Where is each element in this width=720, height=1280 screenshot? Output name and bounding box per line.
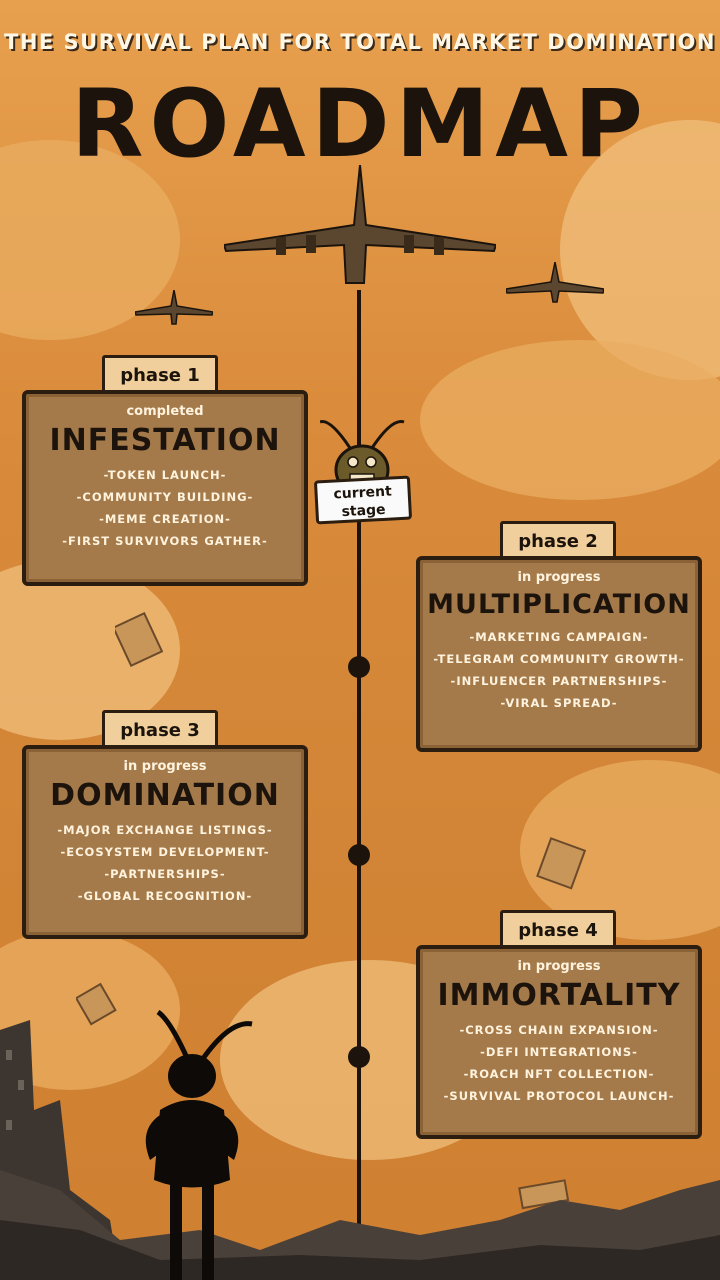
- phase-2-item: -VIRAL SPREAD-: [500, 696, 618, 710]
- paper-icon: [115, 612, 163, 668]
- phase-4-card: in progress IMMORTALITY -CROSS CHAIN EXP…: [416, 945, 702, 1139]
- phase-1-name: INFESTATION: [49, 423, 281, 458]
- phase-4-items: -CROSS CHAIN EXPANSION- -DEFI INTEGRATIO…: [420, 1019, 698, 1107]
- phase-1-card: completed INFESTATION -TOKEN LAUNCH- -CO…: [22, 390, 308, 586]
- phase-2-card: in progress MULTIPLICATION -MARKETING CA…: [416, 556, 702, 752]
- timeline-dot: [348, 844, 370, 866]
- phase-4-status: in progress: [517, 959, 601, 974]
- cargo-plane-icon: [224, 165, 496, 284]
- phase-4-tag: phase 4: [500, 910, 616, 950]
- phase-1-item: -TOKEN LAUNCH-: [103, 468, 227, 482]
- phase-4-item: -CROSS CHAIN EXPANSION-: [459, 1023, 659, 1037]
- paper-icon: [518, 1179, 570, 1210]
- small-plane-icon: [135, 290, 213, 325]
- timeline-line: [357, 290, 361, 1280]
- phase-2-item: -TELEGRAM COMMUNITY GROWTH-: [433, 652, 685, 666]
- phase-3-card: in progress DOMINATION -MAJOR EXCHANGE L…: [22, 745, 308, 939]
- current-stage-line2: stage: [341, 501, 386, 521]
- roach-silhouette-icon: [145, 1010, 253, 1280]
- phase-2-name: MULTIPLICATION: [427, 589, 691, 620]
- phase-2-items: -MARKETING CAMPAIGN- -TELEGRAM COMMUNITY…: [420, 626, 698, 714]
- phase-3-item: -GLOBAL RECOGNITION-: [77, 889, 253, 903]
- phase-1-item: -MEME CREATION-: [99, 512, 231, 526]
- phase-4-item: -DEFI INTEGRATIONS-: [480, 1045, 638, 1059]
- small-plane-icon: [506, 262, 604, 303]
- phase-1-tag: phase 1: [102, 355, 218, 395]
- phase-4-item: -SURVIVAL PROTOCOL LAUNCH-: [443, 1089, 675, 1103]
- phase-3-item: -ECOSYSTEM DEVELOPMENT-: [60, 845, 270, 859]
- page-title: ROADMAP: [71, 70, 649, 179]
- current-stage-badge: current stage: [313, 475, 413, 525]
- phase-4-name: IMMORTALITY: [437, 978, 681, 1013]
- timeline-dot: [348, 1046, 370, 1068]
- phase-3-status: in progress: [123, 759, 207, 774]
- phase-1-status: completed: [126, 404, 204, 419]
- phase-4-item: -ROACH NFT COLLECTION-: [463, 1067, 655, 1081]
- phase-3-tag: phase 3: [102, 710, 218, 750]
- phase-3-items: -MAJOR EXCHANGE LISTINGS- -ECOSYSTEM DEV…: [26, 819, 304, 907]
- phase-1-item: -FIRST SURVIVORS GATHER-: [62, 534, 268, 548]
- phase-1-item: -COMMUNITY BUILDING-: [76, 490, 254, 504]
- phase-2-tag: phase 2: [500, 521, 616, 561]
- ruins-illustration: [0, 1020, 720, 1280]
- phase-3-name: DOMINATION: [50, 778, 280, 813]
- page-subtitle: THE SURVIVAL PLAN FOR TOTAL MARKET DOMIN…: [4, 30, 716, 54]
- cloud-decoration: [420, 340, 720, 500]
- paper-icon: [536, 837, 587, 890]
- phase-3-item: -PARTNERSHIPS-: [104, 867, 226, 881]
- phase-3-item: -MAJOR EXCHANGE LISTINGS-: [57, 823, 273, 837]
- phase-2-item: -MARKETING CAMPAIGN-: [469, 630, 649, 644]
- paper-icon: [76, 982, 117, 1026]
- phase-2-item: -INFLUENCER PARTNERSHIPS-: [450, 674, 668, 688]
- timeline-dot: [348, 656, 370, 678]
- phase-1-items: -TOKEN LAUNCH- -COMMUNITY BUILDING- -MEM…: [26, 464, 304, 552]
- phase-2-status: in progress: [517, 570, 601, 585]
